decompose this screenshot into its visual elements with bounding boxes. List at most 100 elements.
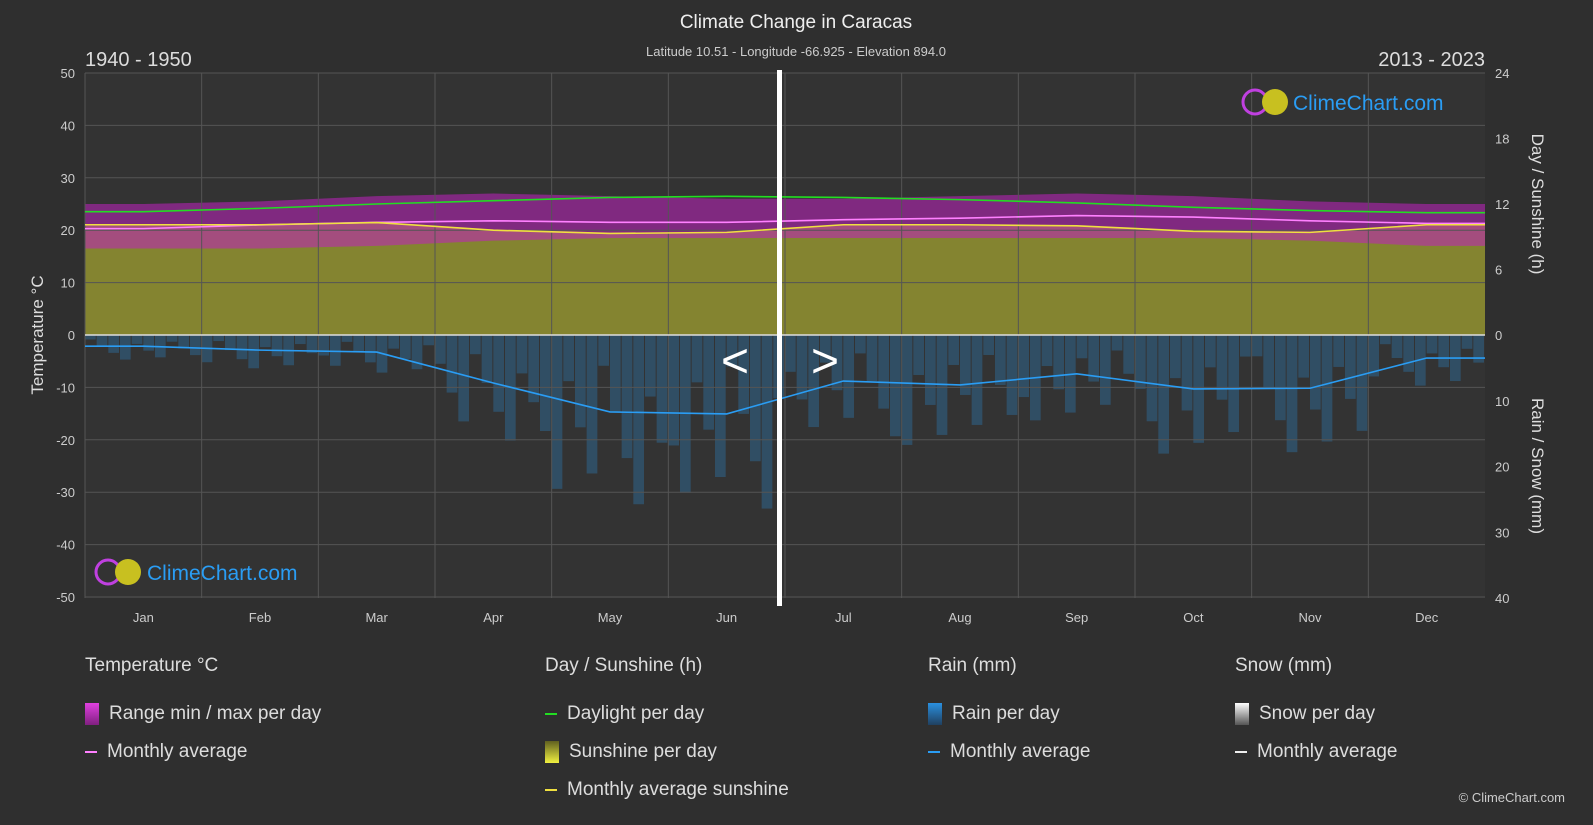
- rain-bar: [1438, 335, 1449, 368]
- rain-bar: [1333, 335, 1344, 367]
- rain-bar: [85, 335, 96, 340]
- rain-bar: [668, 335, 679, 446]
- rain-bar: [1286, 335, 1298, 453]
- legend-label: Monthly average: [950, 741, 1091, 762]
- rain-bar: [458, 335, 469, 422]
- y-tick-left: -50: [56, 590, 75, 605]
- rain-bar: [271, 335, 283, 357]
- y-tick-right-bottom: 30: [1495, 525, 1509, 540]
- rain-bar: [1461, 335, 1473, 349]
- sunshine-avg-line: [85, 221, 1485, 235]
- rain-bar: [540, 335, 551, 431]
- legend-label: Daylight per day: [567, 703, 705, 724]
- rain-bar: [960, 335, 971, 395]
- rain-bar: [1205, 335, 1216, 368]
- prev-button[interactable]: <: [721, 335, 749, 388]
- rain-bar: [715, 335, 726, 478]
- y-tick-left: 40: [61, 118, 75, 133]
- rain-bar: [726, 335, 738, 367]
- snow-avg-swatch: [1235, 751, 1247, 753]
- y-tick-left: 50: [61, 66, 75, 81]
- rain-bar: [1298, 335, 1309, 378]
- y-tick-left: 10: [61, 276, 75, 291]
- legend-label: Monthly average: [107, 741, 248, 762]
- rain-bar: [260, 335, 271, 348]
- x-tick: Mar: [365, 610, 388, 625]
- rain-bar: [691, 335, 703, 383]
- y-tick-right-top: 18: [1495, 132, 1509, 147]
- rain-bar: [843, 335, 854, 418]
- chart-title: Climate Change in Caracas: [680, 12, 912, 33]
- rain-swatch: [928, 703, 942, 725]
- rain-bar: [295, 335, 306, 345]
- logo-text: ClimeChart.com: [147, 562, 298, 585]
- legend-temperature: Temperature °C Range min / max per day M…: [85, 655, 321, 771]
- rain-bar: [598, 335, 609, 366]
- y-tick-left: -40: [56, 538, 75, 553]
- legend-label: Monthly average sunshine: [567, 779, 789, 800]
- y-tick-left: 0: [68, 328, 75, 343]
- legend-label: Snow per day: [1259, 703, 1376, 724]
- logo-top: ClimeChart.com: [1241, 88, 1444, 116]
- x-tick: May: [598, 610, 623, 625]
- copyright: © ClimeChart.com: [1458, 790, 1565, 805]
- avg-line-swatch: [85, 751, 97, 753]
- rain-bar: [411, 335, 423, 370]
- rain-bar: [120, 335, 131, 360]
- rain-bar: [1426, 335, 1438, 354]
- rain-bar: [983, 335, 994, 355]
- rain-bar: [1111, 335, 1123, 351]
- rain-bar: [878, 335, 889, 409]
- rain-bar: [1041, 335, 1053, 367]
- rain-bar: [1216, 335, 1228, 400]
- rain-bar: [995, 335, 1006, 385]
- rain-bar: [435, 335, 446, 364]
- y-tick-left: -20: [56, 433, 75, 448]
- legend-title: Temperature °C: [85, 655, 219, 676]
- legend-title: Day / Sunshine (h): [545, 655, 703, 676]
- rain-bar: [1403, 335, 1414, 372]
- y-tick-right-top: 12: [1495, 197, 1509, 212]
- rain-bar: [820, 335, 831, 363]
- legend-snow: Snow (mm) Snow per day Monthly average: [1235, 655, 1397, 771]
- rain-bar: [1158, 335, 1169, 454]
- period-divider: [777, 70, 782, 606]
- legend-label: Monthly average: [1257, 741, 1398, 762]
- rain-bar: [621, 335, 633, 459]
- logo-bottom: ClimeChart.com: [94, 558, 298, 586]
- rain-bar: [1240, 335, 1251, 357]
- rain-bar: [131, 335, 143, 344]
- rain-bar: [166, 335, 178, 342]
- rain-avg-swatch: [928, 751, 940, 753]
- rain-bar: [528, 335, 539, 403]
- legend-label: Rain per day: [952, 703, 1060, 724]
- y-tick-left: -10: [56, 380, 75, 395]
- chart-subtitle: Latitude 10.51 - Longitude -66.925 - Ele…: [646, 44, 946, 59]
- rain-bar: [890, 335, 901, 437]
- rain-bar: [948, 335, 959, 365]
- rain-bar: [1018, 335, 1029, 398]
- rain-bar: [1135, 335, 1146, 389]
- y-tick-right-top: 24: [1495, 66, 1509, 81]
- period-left: 1940 - 1950: [85, 49, 192, 71]
- rain-bar: [925, 335, 936, 405]
- next-button[interactable]: >: [811, 335, 839, 388]
- rain-bar: [575, 335, 586, 428]
- rain-bar: [1181, 335, 1193, 411]
- rain-bar: [1263, 335, 1274, 389]
- rain-bar: [318, 335, 329, 356]
- rain-bar: [1053, 335, 1064, 390]
- period-right: 2013 - 2023: [1378, 49, 1485, 71]
- rain-bar: [1100, 335, 1111, 405]
- chart: Climate Change in Caracas Latitude 10.51…: [28, 12, 1547, 625]
- rain-bar: [1380, 335, 1391, 345]
- y-tick-left: -30: [56, 485, 75, 500]
- y-tick-right-bottom: 40: [1495, 591, 1509, 606]
- x-tick: Sep: [1065, 610, 1088, 625]
- rain-bar: [1123, 335, 1134, 374]
- rain-bar: [96, 335, 108, 347]
- rain-bar: [236, 335, 248, 360]
- rain-avg-line: [85, 345, 1485, 415]
- rain-bar: [330, 335, 341, 366]
